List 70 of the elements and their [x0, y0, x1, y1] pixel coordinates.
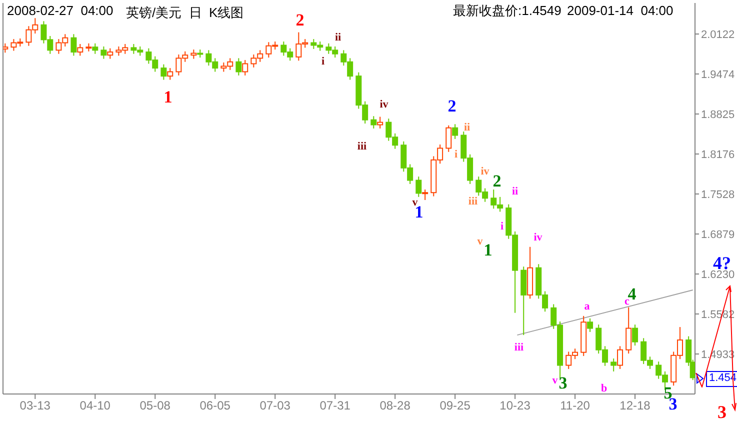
annotation: iii — [514, 342, 524, 354]
annotation: 1 — [164, 88, 172, 106]
x-tick-label: 10-23 — [500, 398, 531, 413]
x-tick-label: 04-10 — [80, 398, 111, 413]
y-tick-label: 1.7528 — [701, 188, 735, 201]
annotation: iv — [480, 166, 490, 178]
candlestick — [236, 58, 242, 76]
x-tick-label: 09-25 — [440, 398, 471, 413]
annotation: i — [500, 220, 504, 232]
y-tick-label: 2.0122 — [701, 28, 735, 41]
candlestick — [100, 46, 107, 60]
y-tick-label: 1.9474 — [701, 68, 735, 81]
x-tick-label: 08-28 — [380, 398, 411, 413]
candlestick — [70, 34, 77, 56]
candlestick — [452, 124, 458, 140]
text: 3 — [718, 402, 726, 422]
candlestick — [92, 42, 98, 54]
annotation: v — [552, 374, 558, 386]
x-tick-label: 07-03 — [260, 398, 291, 413]
candlestick — [370, 116, 377, 129]
x-tick-label: 12-18 — [620, 398, 651, 413]
candlestick — [422, 189, 428, 201]
candlestick — [190, 49, 197, 60]
candlestick — [3, 42, 8, 54]
annotation: 3 — [558, 374, 568, 392]
candlestick — [107, 48, 114, 60]
x-tick-label: 05-08 — [140, 398, 171, 413]
annotation: 2 — [296, 10, 304, 30]
x-tick-label: 06-05 — [200, 398, 231, 413]
annotation: ii — [464, 122, 470, 134]
candlestick — [167, 68, 174, 80]
annotation: v — [412, 196, 418, 208]
chart-title: 英镑/美元 日 K线图 — [126, 4, 244, 22]
x-tick-label: 03-13 — [20, 398, 51, 413]
candlestick — [416, 176, 422, 198]
y-tick-label: 1.6879 — [701, 228, 735, 241]
annotation: b — [600, 382, 608, 394]
candlestick — [377, 116, 384, 129]
candlestick — [77, 44, 84, 56]
annotation: 4 — [628, 284, 636, 304]
annotation: a — [584, 300, 590, 312]
annotation: ii — [512, 186, 518, 198]
annotation: i — [321, 56, 325, 68]
annotation: i — [454, 148, 458, 160]
annotation: 2 — [448, 96, 456, 116]
candlestick — [617, 346, 624, 370]
candlestick — [242, 60, 248, 76]
candlestick — [587, 318, 594, 332]
candlestick — [610, 358, 617, 372]
candlestick — [446, 124, 452, 152]
annotation: 2008-02-27 04:00 — [7, 3, 114, 18]
annotation: iv — [534, 232, 542, 244]
annotation: 最新收盘价:1.4549 — [453, 3, 562, 18]
candlestick — [626, 306, 632, 354]
annotation: iv — [380, 98, 388, 110]
x-tick-label: 07-31 — [320, 398, 351, 413]
candlestick — [632, 324, 638, 346]
annotation: v — [477, 236, 483, 248]
candlestick — [160, 64, 167, 80]
y-tick-label: 1.8825 — [701, 108, 735, 121]
annotation: iii — [468, 196, 478, 208]
annotation: 1 — [484, 240, 492, 260]
annotation: 2 — [492, 172, 502, 190]
annotation: c — [624, 296, 630, 308]
annotation: ii — [334, 32, 342, 44]
annotation: iii — [357, 140, 367, 152]
y-tick-label: 1.6230 — [701, 268, 735, 281]
y-tick-label: 1.8176 — [701, 148, 735, 161]
x-tick-label: 11-20 — [560, 398, 590, 413]
annotation: 2009-01-14 04:00 — [567, 3, 674, 18]
